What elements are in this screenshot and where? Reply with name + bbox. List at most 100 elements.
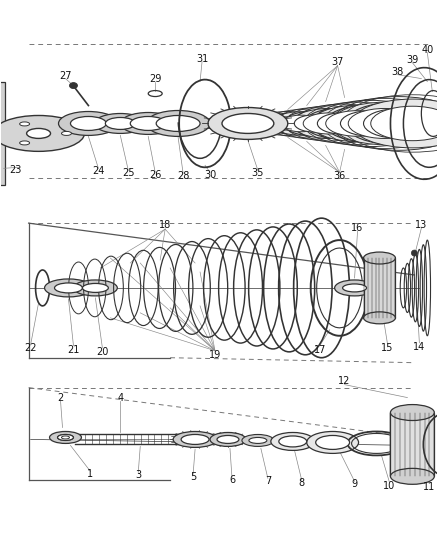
Ellipse shape [279, 436, 307, 447]
Text: 20: 20 [96, 347, 109, 357]
Ellipse shape [318, 113, 368, 134]
Ellipse shape [304, 108, 381, 139]
Bar [364, 258, 396, 318]
Ellipse shape [45, 279, 92, 297]
Ellipse shape [311, 106, 402, 142]
Ellipse shape [351, 99, 438, 148]
Ellipse shape [307, 432, 359, 454]
Ellipse shape [294, 115, 335, 132]
Ellipse shape [272, 112, 330, 135]
Ellipse shape [411, 250, 417, 256]
Ellipse shape [217, 435, 239, 443]
Text: 14: 14 [413, 342, 425, 352]
Ellipse shape [120, 112, 176, 134]
Ellipse shape [324, 105, 417, 142]
Ellipse shape [281, 115, 321, 132]
Ellipse shape [326, 111, 387, 136]
Ellipse shape [303, 113, 354, 134]
Text: 38: 38 [391, 67, 403, 77]
Ellipse shape [208, 108, 288, 140]
Ellipse shape [283, 111, 346, 136]
Text: 11: 11 [423, 482, 435, 492]
Text: 31: 31 [196, 54, 208, 63]
Text: 12: 12 [339, 376, 351, 386]
Ellipse shape [335, 280, 374, 296]
Ellipse shape [210, 432, 246, 447]
Ellipse shape [364, 109, 433, 138]
Ellipse shape [263, 114, 311, 133]
Text: 4: 4 [117, 393, 124, 402]
Ellipse shape [57, 434, 74, 440]
Ellipse shape [343, 284, 367, 292]
Ellipse shape [364, 252, 396, 264]
Text: 6: 6 [229, 475, 235, 486]
Ellipse shape [20, 122, 30, 126]
Ellipse shape [364, 312, 396, 324]
Text: 28: 28 [177, 171, 189, 181]
Text: 2: 2 [57, 393, 64, 402]
Text: 9: 9 [352, 479, 358, 489]
Ellipse shape [348, 108, 421, 139]
Text: 23: 23 [10, 165, 22, 175]
Ellipse shape [61, 436, 70, 439]
Ellipse shape [390, 469, 434, 484]
Text: 35: 35 [252, 168, 264, 179]
Ellipse shape [371, 106, 438, 141]
Bar [0, 82, 5, 185]
Ellipse shape [106, 117, 135, 130]
Ellipse shape [332, 102, 438, 144]
Text: 8: 8 [299, 478, 305, 488]
Ellipse shape [249, 438, 267, 443]
Ellipse shape [390, 405, 434, 421]
Text: 37: 37 [332, 56, 344, 67]
Ellipse shape [130, 117, 166, 131]
Ellipse shape [316, 435, 350, 449]
Text: 21: 21 [67, 345, 80, 355]
Text: 10: 10 [383, 481, 396, 491]
Text: 1: 1 [87, 470, 93, 479]
Text: 5: 5 [190, 472, 196, 482]
Ellipse shape [95, 114, 146, 133]
Text: 24: 24 [92, 166, 105, 176]
Text: 19: 19 [209, 350, 221, 360]
Ellipse shape [54, 283, 82, 293]
Text: 26: 26 [149, 170, 161, 180]
Ellipse shape [340, 111, 401, 136]
Ellipse shape [70, 83, 78, 88]
Ellipse shape [82, 284, 108, 293]
Ellipse shape [271, 117, 302, 130]
Ellipse shape [181, 434, 209, 445]
Text: 13: 13 [415, 220, 427, 230]
Ellipse shape [74, 280, 117, 296]
Text: 22: 22 [25, 343, 37, 353]
Text: 39: 39 [406, 55, 419, 64]
Text: 18: 18 [159, 220, 171, 230]
Text: 3: 3 [135, 470, 141, 480]
Text: 40: 40 [421, 45, 434, 55]
Ellipse shape [291, 109, 366, 139]
Ellipse shape [71, 117, 106, 131]
Text: 30: 30 [204, 170, 216, 180]
Ellipse shape [345, 102, 438, 145]
Ellipse shape [27, 128, 50, 139]
Ellipse shape [61, 132, 71, 135]
Ellipse shape [271, 432, 314, 450]
Ellipse shape [242, 434, 274, 447]
Ellipse shape [146, 110, 210, 136]
Ellipse shape [222, 114, 274, 133]
Text: 7: 7 [265, 477, 271, 486]
Bar [390, 413, 434, 477]
Ellipse shape [0, 116, 85, 151]
Ellipse shape [57, 434, 74, 440]
Ellipse shape [156, 116, 200, 132]
Ellipse shape [20, 141, 30, 145]
Ellipse shape [59, 111, 118, 135]
Text: 36: 36 [333, 171, 346, 181]
Ellipse shape [173, 432, 217, 447]
Text: 25: 25 [122, 168, 134, 179]
Text: 27: 27 [59, 70, 72, 80]
Text: 15: 15 [381, 343, 394, 353]
Ellipse shape [49, 432, 81, 443]
Text: 29: 29 [149, 74, 161, 84]
Text: 17: 17 [314, 345, 326, 355]
